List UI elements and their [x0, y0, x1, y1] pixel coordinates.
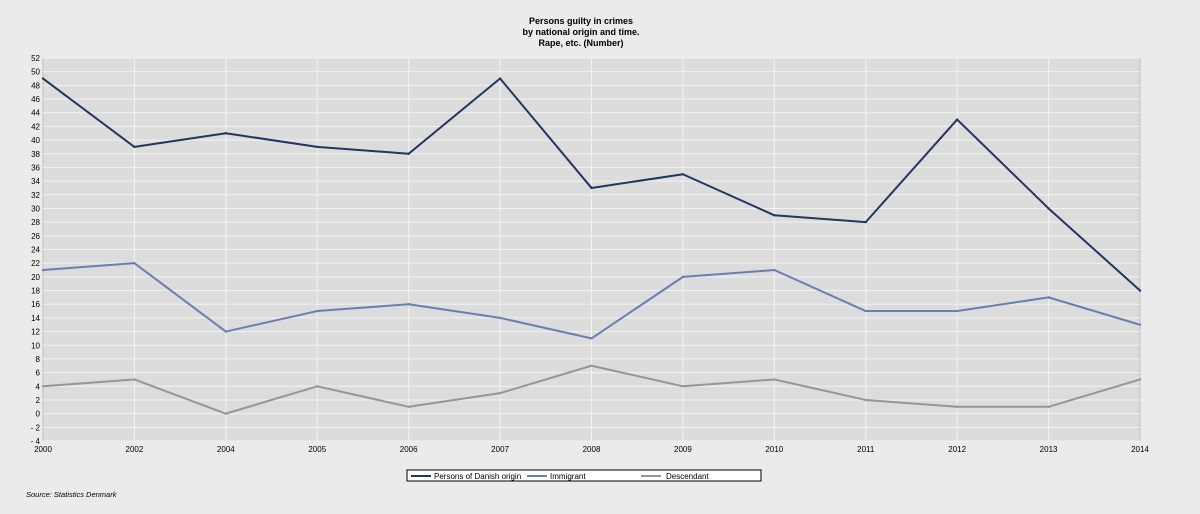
y-tick-label: 8 [36, 355, 41, 364]
data-point [498, 391, 502, 395]
y-tick-label: 48 [31, 81, 40, 90]
x-tick-label: 2008 [583, 445, 601, 454]
data-point [773, 214, 776, 217]
data-point [498, 77, 502, 80]
legend: Persons of Danish origin Immigrant Desce… [406, 469, 762, 482]
y-tick-label: 26 [31, 232, 40, 241]
chart-title-line-2: by national origin and time. [522, 27, 639, 37]
y-tick-label: 0 [36, 410, 41, 419]
data-point [224, 412, 228, 415]
data-point [773, 378, 776, 381]
data-point [316, 309, 319, 313]
y-tick-label: 28 [31, 218, 40, 227]
x-tick-label: 2009 [674, 445, 692, 454]
y-tick-label: 34 [31, 177, 40, 186]
y-tick-label: 46 [31, 95, 40, 104]
y-tick-label: 20 [31, 273, 40, 282]
x-tick-label: 2012 [948, 445, 966, 454]
y-axis-ticks: 5250484644424038363432302826242220181614… [31, 54, 41, 446]
data-point [681, 173, 685, 176]
data-point [1138, 289, 1142, 292]
legend-box [406, 469, 762, 482]
data-point [1047, 405, 1050, 409]
data-point [224, 132, 228, 135]
data-point [41, 385, 45, 388]
y-tick-label: 2 [36, 396, 41, 405]
data-point [1138, 378, 1142, 381]
data-point [955, 118, 959, 121]
data-point [41, 77, 45, 80]
data-point [864, 309, 867, 313]
data-point [681, 275, 685, 279]
x-tick-label: 2005 [308, 445, 326, 454]
data-point [133, 145, 136, 149]
data-point [407, 152, 410, 155]
x-tick-label: 2007 [491, 445, 509, 454]
y-tick-label: 38 [31, 150, 40, 159]
y-tick-label: 22 [31, 259, 40, 268]
y-tick-label: 14 [31, 314, 40, 323]
y-tick-label: 10 [31, 341, 40, 350]
x-tick-label: 2000 [34, 445, 52, 454]
x-tick-label: 2011 [857, 445, 875, 454]
y-tick-label: - 4 [31, 437, 41, 446]
y-tick-label: 4 [36, 382, 41, 391]
data-point [224, 330, 228, 333]
y-tick-label: 24 [31, 246, 40, 255]
y-tick-label: - 2 [31, 423, 41, 432]
data-point [590, 186, 593, 190]
y-tick-label: 16 [31, 300, 40, 309]
x-tick-label: 2004 [217, 445, 235, 454]
y-tick-label: 36 [31, 163, 40, 172]
data-point [590, 364, 593, 367]
data-point [1047, 207, 1050, 210]
data-point [955, 405, 959, 409]
x-tick-label: 2006 [400, 445, 418, 454]
data-point [407, 405, 410, 409]
chart-title-line-3: Rape, etc. (Number) [538, 38, 623, 48]
chart-title-line-1: Persons guilty in crimes [529, 16, 633, 26]
x-axis-ticks: 2000 2002 2004 2005 2006 2007 2008 2009 2010 2011… [34, 445, 1149, 454]
series-lines [41, 77, 1142, 415]
legend-label-danish: Persons of Danish origin [434, 472, 521, 481]
y-tick-label: 12 [31, 328, 40, 337]
source-note: Source: Statistics Denmark [26, 490, 118, 499]
data-point [864, 398, 867, 402]
y-tick-label: 30 [31, 204, 40, 213]
data-point [498, 316, 502, 320]
data-point [773, 268, 776, 272]
y-tick-label: 50 [31, 68, 40, 77]
data-point [407, 303, 410, 306]
y-tick-label: 52 [31, 54, 40, 63]
data-point [316, 385, 319, 388]
y-tick-label: 42 [31, 122, 40, 131]
y-tick-label: 32 [31, 191, 40, 200]
y-tick-label: 40 [31, 136, 40, 145]
data-point [1138, 323, 1142, 326]
data-point [681, 385, 685, 388]
x-tick-label: 2010 [765, 445, 783, 454]
data-point [133, 378, 136, 381]
data-point [955, 309, 959, 313]
data-point [864, 220, 867, 224]
data-point [1047, 296, 1050, 299]
x-tick-label: 2002 [126, 445, 144, 454]
data-point [41, 268, 45, 272]
data-point [133, 261, 136, 265]
legend-label-immigrant: Immigrant [550, 472, 586, 481]
y-tick-label: 6 [36, 369, 41, 378]
legend-label-descendant: Descendant [666, 472, 709, 481]
data-point [316, 145, 319, 149]
x-tick-label: 2014 [1131, 445, 1149, 454]
y-tick-label: 44 [31, 109, 40, 118]
data-point [590, 337, 593, 340]
x-tick-label: 2013 [1040, 445, 1058, 454]
y-tick-label: 18 [31, 287, 40, 296]
